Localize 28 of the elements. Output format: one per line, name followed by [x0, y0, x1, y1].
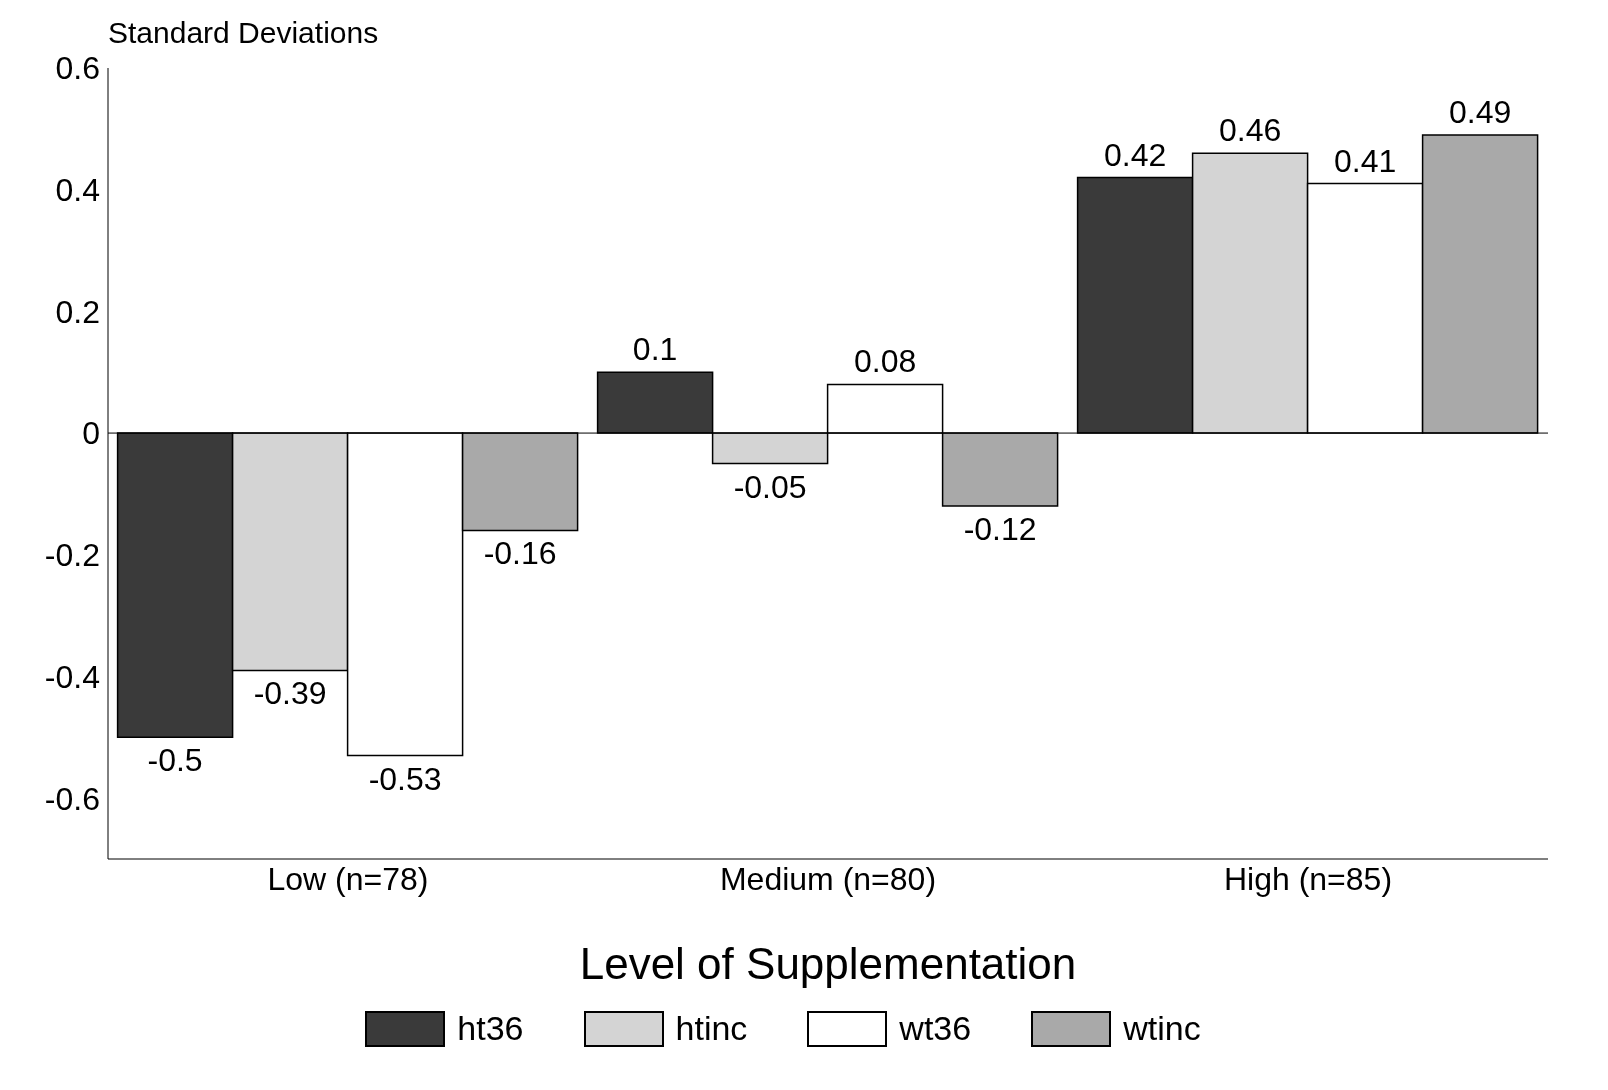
data-label: 0.42	[1103, 136, 1167, 173]
y-tick-label: 0.4	[55, 172, 100, 209]
y-axis-title: Standard Deviations	[108, 16, 379, 50]
data-label: 0.46	[1218, 112, 1282, 149]
data-label: -0.39	[253, 675, 327, 712]
x-tick-label: High (n=85)	[1223, 860, 1393, 897]
x-tick-label: Medium (n=80)	[719, 860, 937, 897]
data-label: 0.08	[853, 343, 917, 380]
legend-label: htinc	[675, 1009, 748, 1048]
data-label: -0.53	[368, 760, 442, 797]
data-label: 0.49	[1448, 93, 1512, 130]
y-tick-label: 0	[82, 415, 100, 452]
y-tick-label: -0.2	[44, 537, 100, 574]
y-tick-label: 0.6	[55, 50, 100, 87]
y-tick-label: 0.2	[55, 293, 100, 330]
x-tick-label: Low (n=78)	[267, 860, 429, 897]
data-label: -0.16	[483, 535, 557, 572]
legend-label: wtinc	[1123, 1009, 1201, 1048]
data-label: 0.41	[1333, 142, 1397, 179]
legend-label: ht36	[457, 1009, 524, 1048]
data-label: -0.5	[147, 742, 203, 779]
x-axis-title: Level of Supplementation	[579, 939, 1077, 988]
data-label: 0.1	[632, 331, 678, 368]
data-label: -0.05	[733, 468, 807, 505]
legend-label: wt36	[899, 1009, 972, 1048]
data-label: -0.12	[963, 511, 1037, 548]
y-tick-label: -0.4	[44, 658, 100, 695]
y-tick-label: -0.6	[44, 780, 100, 817]
